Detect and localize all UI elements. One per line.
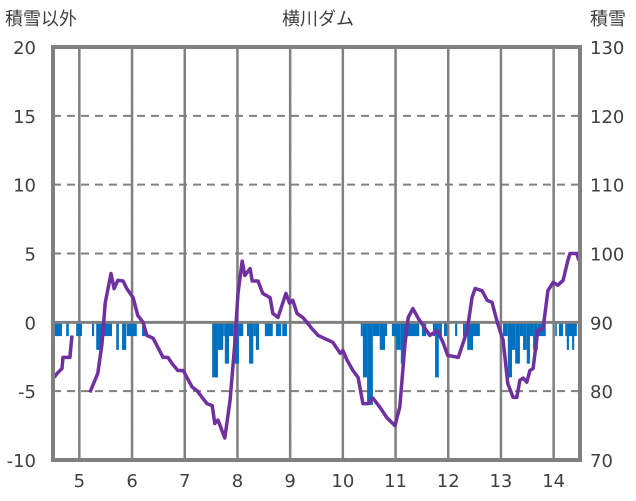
left-tick-label: 20: [13, 38, 36, 59]
right-tick-label: 100: [590, 245, 624, 266]
bar: [507, 322, 513, 378]
bar: [116, 322, 119, 350]
right-tick-label: 110: [590, 176, 624, 197]
bar: [444, 322, 448, 337]
bar: [432, 322, 436, 337]
x-tick-label: 10: [331, 471, 354, 492]
grid: [53, 47, 580, 460]
bar: [96, 322, 104, 350]
x-tick-label: 13: [489, 471, 512, 492]
bar: [529, 322, 534, 337]
bar: [360, 322, 363, 337]
bar: [224, 322, 230, 364]
bar: [372, 322, 380, 337]
bar: [566, 322, 569, 350]
bar: [91, 322, 95, 337]
bar: [103, 322, 113, 337]
bar: [572, 322, 575, 350]
x-tick-label: 6: [126, 471, 137, 492]
bar: [249, 322, 254, 364]
snow-depth-line: [88, 251, 581, 440]
bar: [217, 322, 224, 350]
tick-labels: 20 15 10 5 0 -5 -10 130 120 110 100 90 80 70 5 6 7 8 9 10 11…: [7, 38, 625, 492]
bar: [229, 322, 234, 337]
bar: [255, 322, 260, 350]
right-tick-label: 120: [590, 107, 624, 128]
bar: [463, 322, 468, 337]
bar: [400, 322, 406, 364]
x-tick-label: 7: [179, 471, 190, 492]
bar: [438, 322, 442, 337]
left-tick-label: -5: [18, 382, 36, 403]
bar: [253, 322, 256, 337]
bar: [54, 322, 62, 337]
left-tick-label: 0: [25, 313, 36, 334]
chart-title: 横川ダム: [282, 9, 354, 30]
right-tick-label: 80: [590, 382, 613, 403]
bar: [523, 322, 527, 350]
left-tick-label: 15: [13, 107, 36, 128]
left-axis-title: 積雪以外: [5, 9, 77, 30]
bar: [76, 322, 82, 337]
bar: [526, 322, 530, 364]
bar: [565, 322, 577, 337]
bar: [396, 322, 401, 350]
bar: [473, 322, 480, 337]
x-tick-label: 14: [542, 471, 565, 492]
bar: [467, 322, 474, 350]
bar: [555, 322, 557, 337]
bar: [512, 322, 516, 350]
x-tick-label: 8: [232, 471, 243, 492]
right-axis-title: 積雪: [590, 9, 626, 30]
bar: [558, 322, 564, 337]
bar: [391, 322, 397, 337]
bar: [122, 322, 127, 350]
bar: [246, 322, 250, 337]
x-tick-label: 11: [384, 471, 407, 492]
x-tick-label: 5: [74, 471, 85, 492]
right-tick-label: 70: [590, 451, 613, 472]
x-tick-label: 12: [437, 471, 460, 492]
bar-series: [54, 322, 577, 405]
right-tick-label: 90: [590, 313, 613, 334]
bar: [515, 322, 520, 364]
plot-border: [51, 45, 582, 462]
bar: [282, 322, 287, 337]
bar: [362, 322, 368, 378]
line-series: [52, 251, 581, 440]
left-tick-label: 10: [13, 176, 36, 197]
bar: [503, 322, 508, 337]
bar: [385, 322, 388, 337]
bar: [435, 322, 439, 378]
snow-depth-line: [52, 335, 74, 379]
left-tick-label: -10: [7, 451, 36, 472]
bar: [239, 322, 244, 337]
bar: [66, 322, 69, 337]
left-tick-label: 5: [25, 245, 36, 266]
bar: [455, 322, 458, 337]
right-tick-label: 130: [590, 38, 624, 59]
bar: [223, 322, 225, 337]
bar: [519, 322, 524, 337]
bar: [379, 322, 386, 350]
bar: [126, 322, 137, 337]
x-tick-label: 9: [284, 471, 295, 492]
bar: [264, 322, 273, 337]
bar: [275, 322, 282, 337]
bar: [367, 322, 373, 405]
bar: [212, 322, 218, 378]
